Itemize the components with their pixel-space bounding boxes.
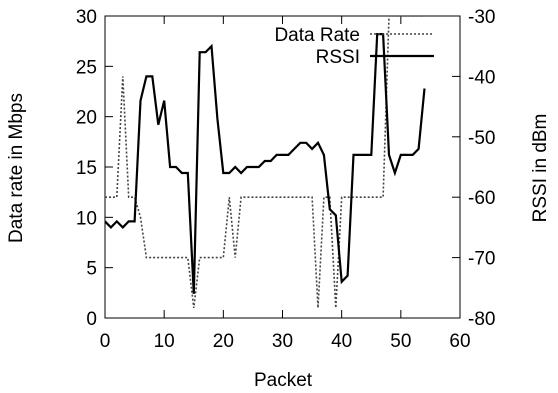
x-tick-label: 40 bbox=[331, 331, 352, 352]
legend: Data Rate RSSI bbox=[274, 25, 434, 68]
y2-axis-label: RSSI in dBm bbox=[530, 114, 551, 223]
x-tick-label: 20 bbox=[213, 331, 234, 352]
y-tick-label: 5 bbox=[86, 259, 97, 280]
y2-tick-label: -40 bbox=[468, 67, 495, 88]
y-tick-label: 25 bbox=[76, 57, 97, 78]
x-tick-label: 60 bbox=[449, 331, 470, 352]
y2-tick-label: -70 bbox=[468, 249, 495, 270]
series-line-data-rate bbox=[105, 16, 425, 308]
legend-label-data-rate: Data Rate bbox=[274, 25, 360, 46]
x-tick-label: 30 bbox=[272, 331, 293, 352]
x-tick-label: 0 bbox=[100, 331, 111, 352]
y-tick-label: 15 bbox=[76, 158, 97, 179]
y2-tick-label: -60 bbox=[468, 188, 495, 209]
y-tick-label: 30 bbox=[76, 7, 97, 28]
x-tick-label: 50 bbox=[390, 331, 411, 352]
plot-border bbox=[104, 15, 461, 319]
y2-axis-ticks: -80 -70 -60 -50 -40 -30 bbox=[452, 7, 495, 330]
y-tick-label: 10 bbox=[76, 208, 97, 229]
series-line-rssi bbox=[105, 32, 426, 294]
y-tick-label: 0 bbox=[86, 309, 97, 330]
x-tick-label: 10 bbox=[154, 331, 175, 352]
x-axis-ticks: 0 10 20 30 40 50 60 bbox=[100, 16, 471, 352]
y2-tick-label: -80 bbox=[468, 309, 495, 330]
y-axis-label: Data rate in Mbps bbox=[6, 93, 27, 243]
legend-label-rssi: RSSI bbox=[316, 47, 360, 68]
y2-tick-label: -50 bbox=[468, 128, 495, 149]
x-axis-label: Packet bbox=[254, 370, 313, 391]
y2-tick-label: -30 bbox=[468, 7, 495, 28]
y-axis-ticks: 0 5 10 15 20 25 30 bbox=[76, 7, 113, 330]
plot-frame bbox=[104, 15, 461, 319]
y-tick-label: 20 bbox=[76, 108, 97, 129]
series-layer bbox=[105, 16, 426, 308]
